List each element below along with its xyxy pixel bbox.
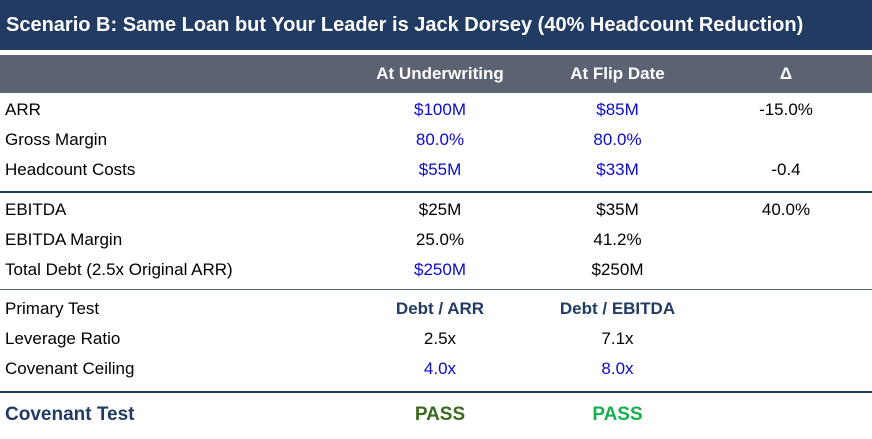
cell-flip-date: $85M	[596, 100, 639, 119]
row-label: Primary Test	[5, 299, 100, 318]
cell-flip-date: Debt / EBITDA	[559, 299, 676, 318]
table-title-text: Scenario B: Same Loan but Your Leader is…	[6, 13, 804, 36]
status-badge-flip-date: PASS	[592, 404, 643, 425]
header-at-flip-date: At Flip Date	[570, 64, 665, 83]
table-row-covenant-ceiling: Covenant Ceiling 4.0x 8.0x	[0, 354, 872, 384]
cell-flip-date: 7.1x	[601, 329, 634, 348]
cell-delta	[700, 255, 872, 285]
cell-delta	[700, 324, 872, 354]
cell-delta	[700, 225, 872, 255]
header-delta: Δ	[779, 64, 793, 83]
row-label: Covenant Ceiling	[5, 359, 135, 378]
cell-delta	[700, 354, 872, 384]
row-label: ARR	[5, 100, 41, 119]
cell-flip-date: $35M	[596, 200, 639, 219]
table-row-ebitda: EBITDA $25M $35M 40.0%	[0, 195, 872, 225]
cell-underwriting: $250M	[414, 260, 466, 279]
cell-underwriting: 2.5x	[423, 329, 457, 348]
cell-underwriting: 25.0%	[415, 230, 465, 249]
column-header-row: At Underwriting At Flip Date Δ	[0, 55, 872, 93]
cell-underwriting: 80.0%	[415, 130, 465, 149]
section-divider	[0, 289, 872, 290]
table-row-ebitda-margin: EBITDA Margin 25.0% 41.2%	[0, 225, 872, 255]
cell-underwriting: Debt / ARR	[395, 299, 485, 318]
cell-underwriting: $25M	[418, 200, 462, 219]
table-row-arr: ARR $100M $85M -15.0%	[0, 95, 872, 125]
table-row-total-debt: Total Debt (2.5x Original ARR) $250M $25…	[0, 255, 872, 285]
cell-underwriting: $55M	[418, 160, 462, 179]
table-title: Scenario B: Same Loan but Your Leader is…	[0, 0, 872, 50]
cell-flip-date: 8.0x	[601, 359, 634, 378]
section-divider	[0, 191, 872, 193]
table-row-headcount-costs: Headcount Costs $55M $33M -0.4	[0, 155, 872, 185]
table-row-covenant-test: Covenant Test PASS PASS	[0, 397, 872, 433]
row-label: Leverage Ratio	[5, 329, 121, 348]
cell-underwriting: 4.0x	[423, 359, 457, 378]
cell-underwriting: $100M	[414, 100, 466, 119]
cell-flip-date: 41.2%	[593, 230, 642, 249]
cell-delta	[700, 125, 872, 155]
cell-delta: -15.0%	[759, 100, 813, 119]
table-row-gross-margin: Gross Margin 80.0% 80.0%	[0, 125, 872, 155]
row-label: EBITDA	[5, 200, 67, 219]
row-label: Covenant Test	[5, 404, 135, 425]
cell-flip-date: 80.0%	[593, 130, 642, 149]
row-label: EBITDA Margin	[5, 230, 123, 249]
cell-delta: -0.4	[771, 160, 801, 179]
table-row-primary-test: Primary Test Debt / ARR Debt / EBITDA	[0, 294, 872, 324]
table-row-leverage-ratio: Leverage Ratio 2.5x 7.1x	[0, 324, 872, 354]
header-at-underwriting: At Underwriting	[376, 64, 504, 83]
status-badge-underwriting: PASS	[414, 404, 466, 425]
cell-delta: 40.0%	[761, 200, 811, 219]
cell-delta	[700, 294, 872, 324]
row-label: Headcount Costs	[5, 160, 136, 179]
cell-flip-date: $250M	[591, 260, 644, 279]
row-label: Gross Margin	[5, 130, 108, 149]
section-divider	[0, 391, 872, 393]
cell-flip-date: $33M	[596, 160, 639, 179]
row-label: Total Debt (2.5x Original ARR)	[5, 260, 233, 279]
